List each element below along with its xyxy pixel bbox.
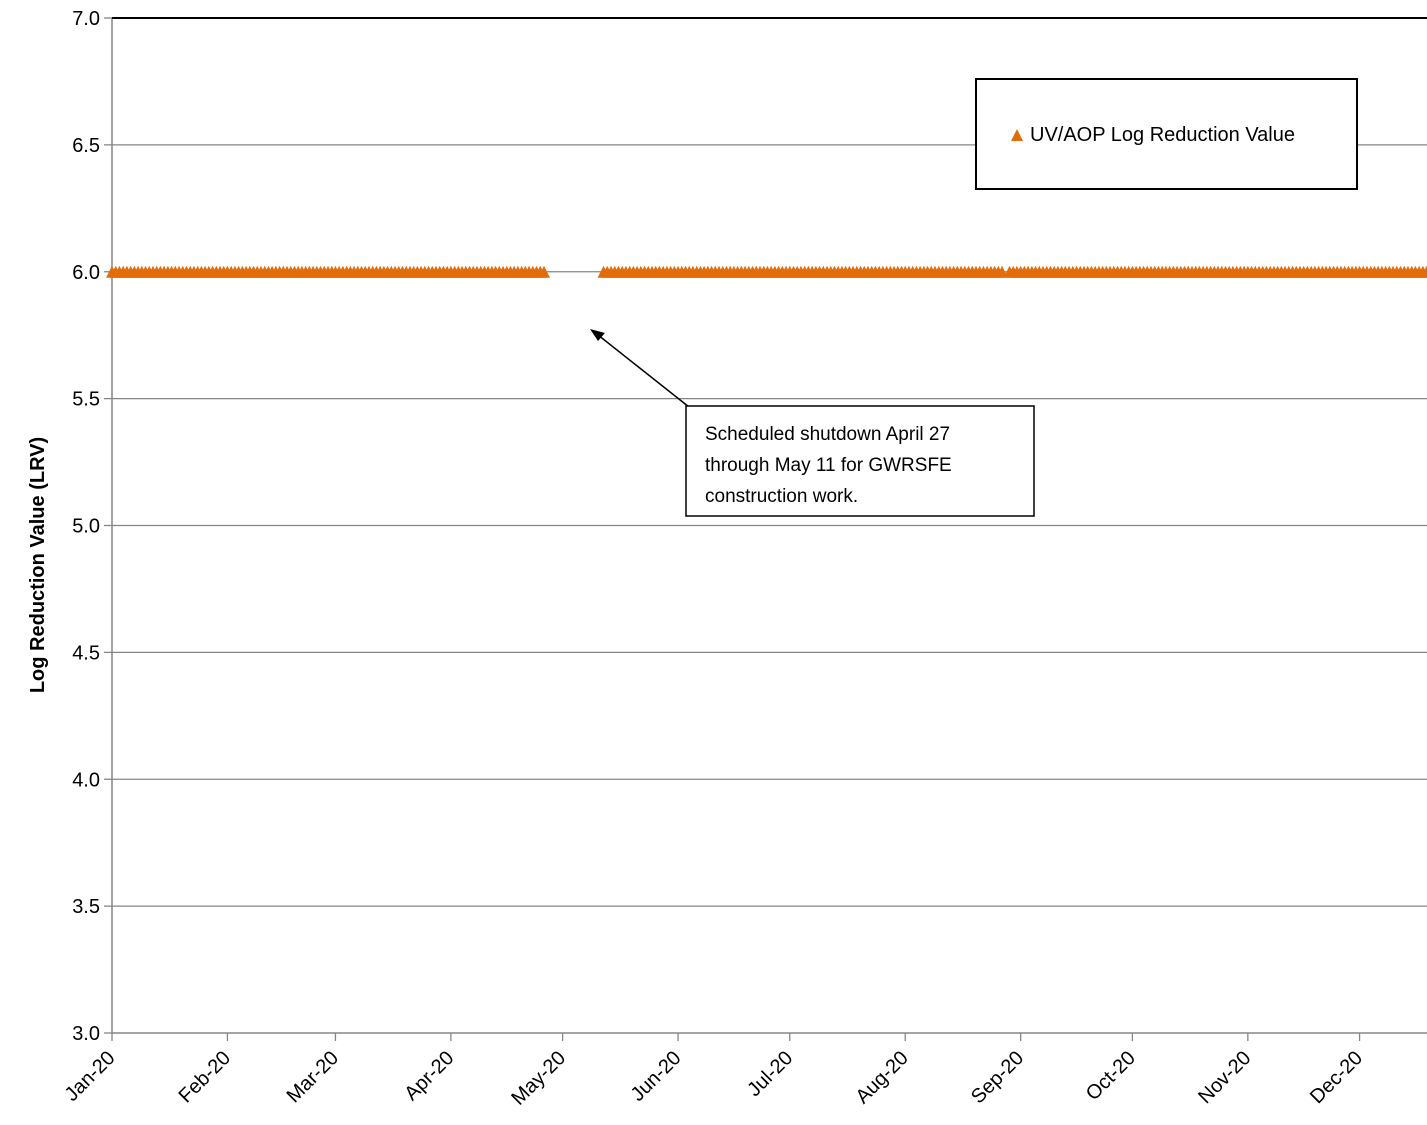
legend-box bbox=[975, 78, 1358, 190]
y-tick-label: 4.5 bbox=[72, 642, 100, 664]
annotation-line-3: construction work. bbox=[705, 486, 858, 507]
legend: UV/AOP Log Reduction Value bbox=[975, 78, 1358, 190]
annotation-box bbox=[685, 405, 1035, 517]
legend-triangle-icon bbox=[1011, 129, 1023, 141]
x-tick-label: Sep-20 bbox=[967, 1047, 1028, 1108]
y-tick-labels: 3.0 3.5 4.0 4.5 5.0 5.5 6.0 6.5 7.0 bbox=[72, 8, 100, 1045]
x-tick-label: Jul-20 bbox=[743, 1047, 797, 1101]
legend-label: UV/AOP Log Reduction Value bbox=[1030, 124, 1295, 146]
data-point bbox=[1424, 272, 1427, 278]
x-tick-label: Aug-20 bbox=[852, 1047, 913, 1108]
data-point bbox=[1420, 265, 1427, 278]
x-ticks bbox=[111, 1033, 1361, 1041]
x-tick-label: Nov-20 bbox=[1194, 1047, 1255, 1108]
annotation-line-2: through May 11 for GWRSFE bbox=[705, 455, 952, 476]
x-tick-label: May-20 bbox=[507, 1047, 570, 1110]
y-tick-label: 6.0 bbox=[72, 262, 100, 284]
y-tick-label: 5.5 bbox=[72, 389, 100, 411]
x-tick-label: Feb-20 bbox=[175, 1047, 235, 1107]
series-uv-aop-lrv bbox=[106, 265, 1427, 278]
x-tick-labels: Jan-20 Feb-20 Mar-20 Apr-20 May-20 Jun-20 Jul-… bbox=[61, 1047, 1367, 1110]
annotation-arrow bbox=[592, 330, 690, 408]
y-tick-label: 5.0 bbox=[72, 516, 100, 538]
x-tick-label: Apr-20 bbox=[400, 1047, 458, 1105]
arrowhead bbox=[590, 329, 605, 341]
y-tick-label: 3.5 bbox=[72, 896, 100, 918]
x-tick-label: Dec-20 bbox=[1306, 1047, 1367, 1108]
y-axis-title: Log Reduction Value (LRV) bbox=[27, 437, 49, 693]
y-tick-label: 3.0 bbox=[72, 1023, 100, 1045]
y-tick-label: 4.0 bbox=[72, 769, 100, 791]
annotation: Scheduled shutdown April 27 through May … bbox=[590, 329, 1035, 517]
x-tick-label: Oct-20 bbox=[1082, 1047, 1140, 1105]
x-tick-label: Jan-20 bbox=[61, 1047, 120, 1106]
y-tick-label: 6.5 bbox=[72, 135, 100, 157]
annotation-line-1: Scheduled shutdown April 27 bbox=[705, 424, 950, 445]
x-tick-label: Mar-20 bbox=[283, 1047, 343, 1107]
x-tick-label: Jun-20 bbox=[627, 1047, 686, 1106]
y-tick-label: 7.0 bbox=[72, 8, 100, 30]
data-point bbox=[537, 265, 550, 278]
